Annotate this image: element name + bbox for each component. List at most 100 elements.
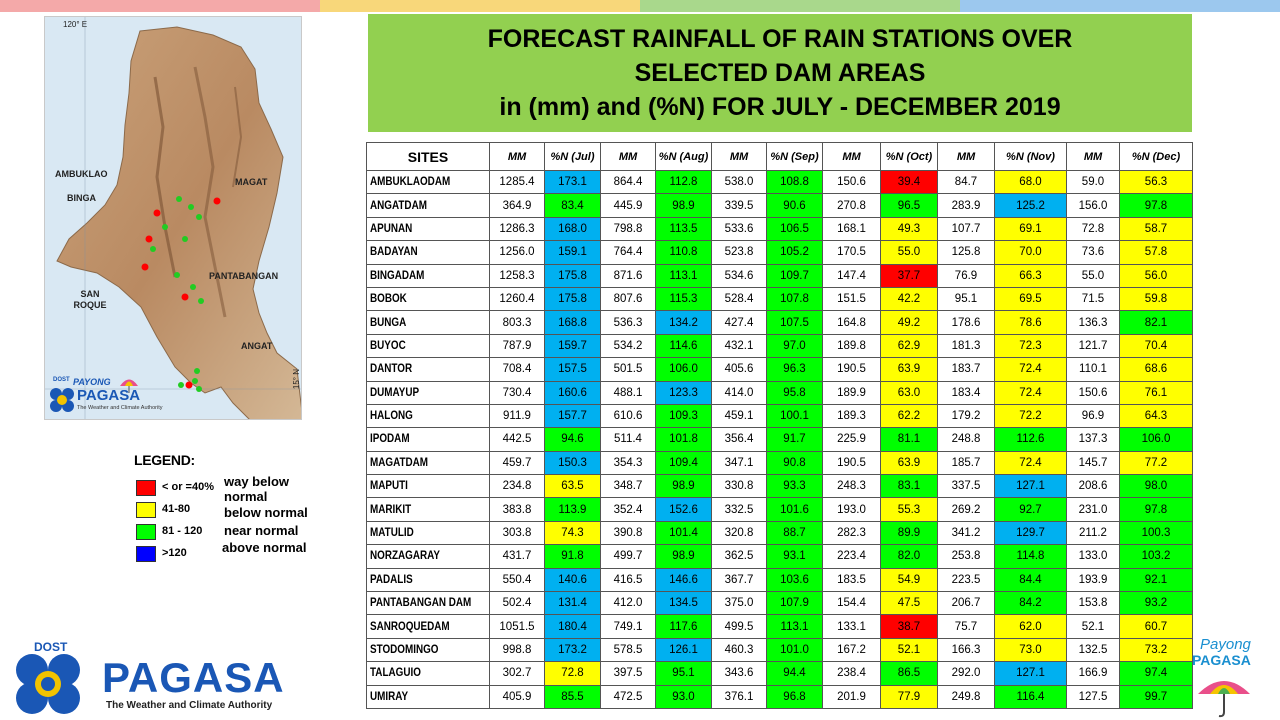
percent-normal-cell: 52.1 [880,637,938,663]
table-row: PADALIS 550.4 140.6 416.5 146.6 367.7 103.6 183… [366,567,1193,593]
latitude-label: 15° N [292,369,301,390]
rainfall-mm-cell: 708.4 [489,357,545,382]
rainfall-mm-cell: 807.6 [600,286,656,312]
top-stripe-yellow [320,0,640,12]
rainfall-mm-cell: 84.7 [937,169,995,195]
rainfall-mm-cell: 332.5 [711,497,767,522]
rainfall-mm-cell: 183.5 [822,567,881,593]
header-pct-aug: %N (Aug) [655,142,712,171]
site-name-cell: APUNAN [366,216,490,242]
rainfall-mm-cell: 364.9 [489,193,545,218]
site-name-cell: MAPUTI [366,474,490,499]
rainfall-mm-cell: 234.8 [489,474,545,499]
legend-range-blue: >120 [162,547,187,559]
rainfall-mm-cell: 1260.4 [489,286,545,312]
percent-normal-cell: 107.5 [766,310,823,335]
rainfall-mm-cell: 183.4 [937,380,995,405]
rainfall-mm-cell: 459.7 [489,450,545,476]
umbrella-icon [120,379,138,393]
mini-logo-pagasa: PAGASA [77,387,141,404]
rainfall-mm-cell: 499.5 [711,614,767,639]
percent-normal-cell: 47.5 [880,591,938,616]
percent-normal-cell: 39.4 [880,169,938,195]
title-line-3: in (mm) and (%N) FOR JULY - DECEMBER 201… [499,93,1061,121]
percent-normal-cell: 131.4 [544,591,601,616]
rainfall-mm-cell: 442.5 [489,427,545,452]
percent-normal-cell: 127.1 [994,474,1067,499]
table-row: BOBOK 1260.4 175.8 807.6 115.3 528.4 107.8 151.… [366,286,1193,312]
rainfall-mm-cell: 1286.3 [489,216,545,242]
logo-pagasa-text: PAGASA [102,654,285,701]
percent-normal-cell: 96.3 [766,357,823,382]
rainfall-mm-cell: 764.4 [600,240,656,265]
percent-normal-cell: 69.5 [994,286,1067,312]
header-mm-oct: MM [822,142,881,171]
percent-normal-cell: 37.7 [880,263,938,288]
site-name-cell: AMBUKLAODAM [366,169,490,195]
rainfall-mm-cell: 330.8 [711,474,767,499]
site-name-cell: ANGATDAM [366,193,490,218]
rainfall-mm-cell: 253.8 [937,544,995,569]
site-name-cell: NORZAGARAY [366,544,490,569]
table-row: BADAYAN 1256.0 159.1 764.4 110.8 523.8 105.2 17… [366,240,1193,265]
top-stripe-blue [960,0,1280,12]
rainfall-mm-cell: 499.7 [600,544,656,569]
table-row: ANGATDAM 364.9 83.4 445.9 98.9 339.5 90.6 270.8… [366,193,1193,218]
rainfall-mm-cell: 206.7 [937,591,995,616]
rainfall-mm-cell: 189.3 [822,403,881,429]
percent-normal-cell: 98.9 [655,474,712,499]
site-name-cell: SANROQUEDAM [366,614,490,639]
percent-normal-cell: 92.7 [994,497,1067,522]
percent-normal-cell: 76.1 [1119,380,1193,405]
percent-normal-cell: 113.9 [544,497,601,522]
rainfall-mm-cell: 354.3 [600,450,656,476]
percent-normal-cell: 38.7 [880,614,938,639]
rainfall-mm-cell: 320.8 [711,520,767,546]
percent-normal-cell: 94.6 [544,427,601,452]
rainfall-mm-cell: 59.0 [1066,169,1120,195]
site-name-cell: MAGATDAM [366,450,490,476]
percent-normal-cell: 97.4 [1119,661,1193,686]
percent-normal-cell: 84.4 [994,567,1067,593]
percent-normal-cell: 157.7 [544,403,601,429]
legend-desc-red: way below normal [224,474,290,504]
percent-normal-cell: 72.2 [994,403,1067,429]
percent-normal-cell: 93.3 [766,474,823,499]
percent-normal-cell: 146.6 [655,567,712,593]
rainfall-mm-cell: 432.1 [711,333,767,359]
rainfall-mm-cell: 803.3 [489,310,545,335]
percent-normal-cell: 117.6 [655,614,712,639]
percent-normal-cell: 109.7 [766,263,823,288]
rainfall-mm-cell: 201.9 [822,684,881,709]
percent-normal-cell: 94.4 [766,661,823,686]
site-name-cell: BADAYAN [366,240,490,265]
percent-normal-cell: 55.0 [880,240,938,265]
table-row: PANTABANGAN DAM 502.4 131.4 412.0 134.5 375.0… [366,591,1193,616]
rainfall-mm-cell: 390.8 [600,520,656,546]
rainfall-mm-cell: 136.3 [1066,310,1120,335]
percent-normal-cell: 109.3 [655,403,712,429]
table-row: NORZAGARAY 431.7 91.8 499.7 98.9 362.5 93.1 223… [366,544,1193,569]
dam-location-map: 120° E AMBUKLAO BINGA MAGAT PANTABANGAN … [44,16,302,420]
percent-normal-cell: 127.1 [994,661,1067,686]
percent-normal-cell: 83.4 [544,193,601,218]
site-name-cell: UMIRAY [366,684,490,709]
percent-normal-cell: 108.8 [766,169,823,195]
percent-normal-cell: 86.5 [880,661,938,686]
rainfall-mm-cell: 164.8 [822,310,881,335]
percent-normal-cell: 101.4 [655,520,712,546]
rainfall-mm-cell: 73.6 [1066,240,1120,265]
logo-right-line2: PAGASA [1192,652,1251,668]
table-row: HALONG 911.9 157.7 610.6 109.3 459.1 100.1 189.… [366,403,1193,429]
title-line-2: SELECTED DAM AREAS [634,59,926,87]
rainfall-mm-cell: 283.9 [937,193,995,218]
rainfall-mm-cell: 167.2 [822,637,881,663]
percent-normal-cell: 101.6 [766,497,823,522]
rainfall-mm-cell: 397.5 [600,661,656,686]
rainfall-mm-cell: 383.8 [489,497,545,522]
rainfall-mm-cell: 348.7 [600,474,656,499]
rainfall-mm-cell: 248.3 [822,474,881,499]
percent-normal-cell: 140.6 [544,567,601,593]
rainfall-mm-cell: 302.7 [489,661,545,686]
percent-normal-cell: 96.8 [766,684,823,709]
